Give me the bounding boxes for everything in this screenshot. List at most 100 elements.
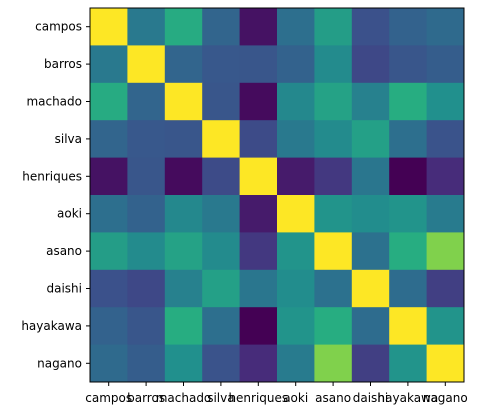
heatmap-cell-asano-campos xyxy=(90,232,128,271)
heatmap-cell-campos-aoki xyxy=(277,8,315,46)
x-tick-label: daishi xyxy=(353,391,389,405)
heatmap-cell-nagano-barros xyxy=(127,344,166,383)
heatmap-cell-barros-aoki xyxy=(277,45,315,84)
heatmap-cell-aoki-hayakawa xyxy=(389,195,428,233)
heatmap-cell-barros-asano xyxy=(314,45,353,84)
heatmap-cell-nagano-aoki xyxy=(277,344,315,383)
heatmap-cell-silva-nagano xyxy=(426,120,465,159)
heatmap-cell-daishi-henriques xyxy=(239,269,278,308)
heatmap-cell-barros-hayakawa xyxy=(389,45,428,84)
heatmap-cell-aoki-barros xyxy=(127,195,166,233)
heatmap-cell-silva-daishi xyxy=(351,120,390,159)
heatmap-cell-asano-barros xyxy=(127,232,166,271)
heatmap-cell-henriques-daishi xyxy=(351,157,390,196)
heatmap-cell-barros-campos xyxy=(90,45,128,84)
x-tick-label: machado xyxy=(156,391,212,405)
heatmap-cell-daishi-aoki xyxy=(277,269,315,308)
heatmap-cell-nagano-daishi xyxy=(351,344,390,383)
heatmap-cell-henriques-silva xyxy=(202,157,241,196)
heatmap-cell-henriques-aoki xyxy=(277,157,315,196)
heatmap-cell-aoki-machado xyxy=(164,195,203,233)
heatmap-cell-nagano-henriques xyxy=(239,344,278,383)
heatmap-cell-silva-aoki xyxy=(277,120,315,159)
heatmap-cell-machado-barros xyxy=(127,82,166,121)
heatmap-cell-nagano-campos xyxy=(90,344,128,383)
heatmap-cell-daishi-nagano xyxy=(426,269,465,308)
heatmap-cell-asano-nagano xyxy=(426,232,465,271)
heatmap-cell-hayakawa-nagano xyxy=(426,307,465,346)
heatmap-cell-nagano-hayakawa xyxy=(389,344,428,383)
heatmap-cell-daishi-daishi xyxy=(351,269,390,308)
heatmap-cell-nagano-nagano xyxy=(426,344,465,383)
heatmap-cell-hayakawa-silva xyxy=(202,307,241,346)
heatmap-cell-campos-machado xyxy=(164,8,203,46)
heatmap-cell-campos-barros xyxy=(127,8,166,46)
y-tick-label: barros xyxy=(44,57,82,71)
heatmap-cell-silva-asano xyxy=(314,120,353,159)
heatmap-cell-campos-nagano xyxy=(426,8,465,46)
heatmap-cell-daishi-asano xyxy=(314,269,353,308)
heatmap-cell-henriques-hayakawa xyxy=(389,157,428,196)
heatmap-cell-silva-campos xyxy=(90,120,128,159)
heatmap-cell-hayakawa-daishi xyxy=(351,307,390,346)
heatmap-cell-machado-hayakawa xyxy=(389,82,428,121)
heatmap-cell-hayakawa-henriques xyxy=(239,307,278,346)
heatmap-cell-barros-nagano xyxy=(426,45,465,84)
heatmap-cell-machado-aoki xyxy=(277,82,315,121)
heatmap-cell-campos-silva xyxy=(202,8,241,46)
heatmap-cell-aoki-silva xyxy=(202,195,241,233)
heatmap-cell-machado-campos xyxy=(90,82,128,121)
heatmap-cell-hayakawa-campos xyxy=(90,307,128,346)
x-tick-label: hayakawa xyxy=(378,391,439,405)
heatmap-cell-henriques-nagano xyxy=(426,157,465,196)
heatmap-cell-henriques-barros xyxy=(127,157,166,196)
x-tick-label: henriques xyxy=(228,391,288,405)
heatmap-cell-daishi-campos xyxy=(90,269,128,308)
heatmap-cell-machado-nagano xyxy=(426,82,465,121)
heatmap-cell-asano-hayakawa xyxy=(389,232,428,271)
heatmap-cell-aoki-campos xyxy=(90,195,128,233)
heatmap-cell-nagano-silva xyxy=(202,344,241,383)
heatmap-cell-campos-daishi xyxy=(351,8,390,46)
heatmap-cell-asano-daishi xyxy=(351,232,390,271)
heatmap-cell-hayakawa-aoki xyxy=(277,307,315,346)
heatmap-cells xyxy=(90,8,465,383)
y-axis: campos barros machado silva henriques aoki asa… xyxy=(21,20,90,370)
heatmap-cell-henriques-asano xyxy=(314,157,353,196)
heatmap-cell-machado-daishi xyxy=(351,82,390,121)
heatmap-cell-aoki-nagano xyxy=(426,195,465,233)
heatmap-cell-henriques-henriques xyxy=(239,157,278,196)
x-tick-label: campos xyxy=(85,391,132,405)
y-tick-label: silva xyxy=(55,132,82,146)
heatmap-cell-machado-silva xyxy=(202,82,241,121)
y-tick-label: henriques xyxy=(22,169,82,183)
x-tick-label: silva xyxy=(207,391,234,405)
heatmap-cell-barros-barros xyxy=(127,45,166,84)
heatmap-cell-henriques-machado xyxy=(164,157,203,196)
heatmap-cell-hayakawa-machado xyxy=(164,307,203,346)
plot-frame xyxy=(89,7,465,383)
heatmap-cell-silva-silva xyxy=(202,120,241,159)
heatmap-cell-silva-barros xyxy=(127,120,166,159)
x-tick-label: asano xyxy=(315,391,351,405)
heatmap-cell-aoki-aoki xyxy=(277,195,315,233)
heatmap-cell-aoki-daishi xyxy=(351,195,390,233)
heatmap-cell-machado-machado xyxy=(164,82,203,121)
y-tick-label: machado xyxy=(26,95,82,109)
y-tick-label: nagano xyxy=(37,356,82,370)
heatmap-cell-silva-machado xyxy=(164,120,203,159)
heatmap-cell-daishi-machado xyxy=(164,269,203,308)
heatmap-cell-hayakawa-hayakawa xyxy=(389,307,428,346)
heatmap-cell-nagano-machado xyxy=(164,344,203,383)
heatmap-cell-silva-hayakawa xyxy=(389,120,428,159)
y-tick-label: asano xyxy=(46,244,82,258)
heatmap-cell-aoki-henriques xyxy=(239,195,278,233)
x-tick-label: nagano xyxy=(423,391,468,405)
heatmap-cell-machado-henriques xyxy=(239,82,278,121)
heatmap-cell-campos-henriques xyxy=(239,8,278,46)
heatmap-cell-asano-aoki xyxy=(277,232,315,271)
heatmap-cell-barros-daishi xyxy=(351,45,390,84)
heatmap-cell-campos-asano xyxy=(314,8,353,46)
heatmap-cell-campos-campos xyxy=(90,8,128,46)
